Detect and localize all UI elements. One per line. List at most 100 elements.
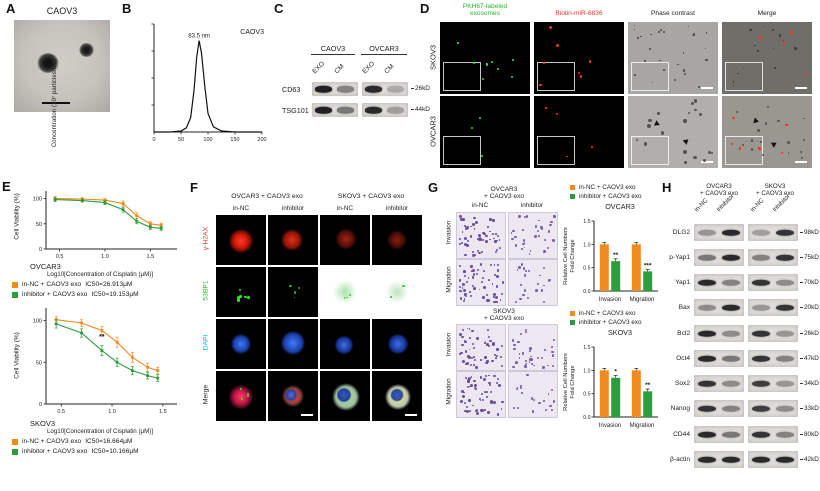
data-point [121, 208, 125, 212]
legend-item: inhibitor + CAOV3 exo [570, 193, 641, 200]
stain-dot [462, 282, 466, 287]
stain-dot [538, 235, 540, 237]
stain-dot [483, 377, 487, 382]
stain-dot [488, 382, 491, 385]
stain-dot [529, 350, 532, 353]
stain-dot [551, 354, 555, 358]
stain-dot [464, 242, 468, 247]
inset-box [725, 135, 763, 165]
stain-dot [525, 215, 529, 218]
stain-dot [549, 224, 552, 227]
if-row-dapi: DAPI [202, 334, 210, 351]
stain-dot [647, 123, 651, 128]
data-point [53, 198, 57, 201]
stain-dot [515, 361, 519, 365]
stain-dot [489, 400, 494, 404]
legend-swatch-green [12, 448, 18, 455]
stain-dot [469, 364, 472, 367]
blot-band [697, 456, 716, 463]
wb-size-tsg101: 44kD [411, 106, 430, 113]
wb-size-text: 26kD [415, 85, 430, 92]
stain-dot [459, 400, 463, 404]
stain-dot [472, 273, 475, 276]
stain-dot [556, 44, 560, 48]
exosome-particle [79, 43, 95, 57]
stain-dot [519, 332, 522, 335]
blot-band [751, 330, 770, 337]
stain-dot [464, 292, 467, 296]
data-point [135, 214, 139, 218]
stain-dot [537, 283, 540, 285]
stain-dot [461, 335, 464, 339]
legend-item: in-NC + CAOV3 exo IC50=26.913μM [12, 281, 132, 288]
blot-band [721, 229, 740, 236]
stain-dot [499, 356, 502, 358]
pointer-arrow-icon [682, 136, 691, 145]
dose1-x-axis-label: Log10[Concentration of Cisplatin (μM)] [46, 271, 154, 278]
stain-dot [552, 239, 555, 242]
stain-dot [475, 221, 479, 225]
blot-dlg2-ovcar3 [694, 224, 744, 241]
x-tick-label: 50 [178, 137, 184, 143]
stain-dot [467, 376, 471, 381]
data-point [100, 329, 104, 332]
blot-band [697, 279, 716, 286]
stain-dot [682, 119, 687, 123]
stain-dot [633, 28, 636, 31]
transwell-ovcar3-invasion-inhibitor [508, 212, 558, 259]
blot-bactin-skov3 [748, 451, 798, 468]
wb2-size: 80kD [800, 426, 819, 443]
stain-dot [465, 377, 468, 380]
stain-dot [471, 285, 474, 288]
stain-dot [495, 301, 498, 303]
stain-dot [481, 155, 484, 158]
stain-dot [472, 223, 475, 226]
data-point [159, 226, 163, 230]
stain-dot [236, 298, 240, 302]
stain-dot [293, 290, 297, 294]
blot-bax-ovcar3 [694, 299, 744, 316]
blot-sox2-skov3 [748, 375, 798, 392]
stain-dot [479, 236, 481, 239]
micro-ovcar3-merge [722, 96, 812, 168]
stain-dot [495, 233, 498, 235]
stain-dot [473, 384, 477, 387]
data-point [115, 360, 119, 364]
stain-dot [470, 376, 473, 378]
stain-dot [471, 270, 473, 272]
stain-dot [494, 240, 497, 243]
dose1-y-axis-label: Cell Viability (%) [13, 193, 21, 240]
stain-dot [478, 397, 482, 401]
stain-dot [789, 30, 793, 34]
stain-dot [483, 356, 487, 360]
blot-band [697, 330, 716, 337]
stain-dot [496, 347, 499, 351]
stain-dot [783, 39, 785, 41]
stain-dot [461, 231, 464, 233]
pointer-arrow-icon [653, 120, 662, 128]
stain-dot [493, 273, 496, 276]
stain-dot [463, 236, 467, 240]
scale-bar [301, 414, 313, 416]
stain-dot [543, 238, 547, 242]
stain-dot [660, 131, 665, 135]
stain-dot [465, 406, 469, 409]
stain-dot [516, 268, 519, 271]
stain-dot [491, 61, 493, 64]
data-point [121, 202, 125, 206]
dose-curve [56, 323, 158, 379]
wb2-group-line: + CAOV3 exo [699, 190, 738, 198]
stain-dot [498, 246, 501, 249]
blot-band [721, 355, 740, 362]
y-axis-label-line: Fold Change [569, 365, 576, 399]
stain-dot [805, 73, 808, 76]
tw-lane-inhibitor: inhibitor [520, 202, 544, 209]
stain-dot [501, 293, 503, 296]
data-point [148, 222, 152, 226]
stain-dot [464, 340, 467, 342]
stain-dot [485, 240, 489, 244]
stain-dot [494, 300, 498, 304]
stain-dot [464, 293, 467, 296]
y-tick-label: 50 [36, 360, 42, 366]
